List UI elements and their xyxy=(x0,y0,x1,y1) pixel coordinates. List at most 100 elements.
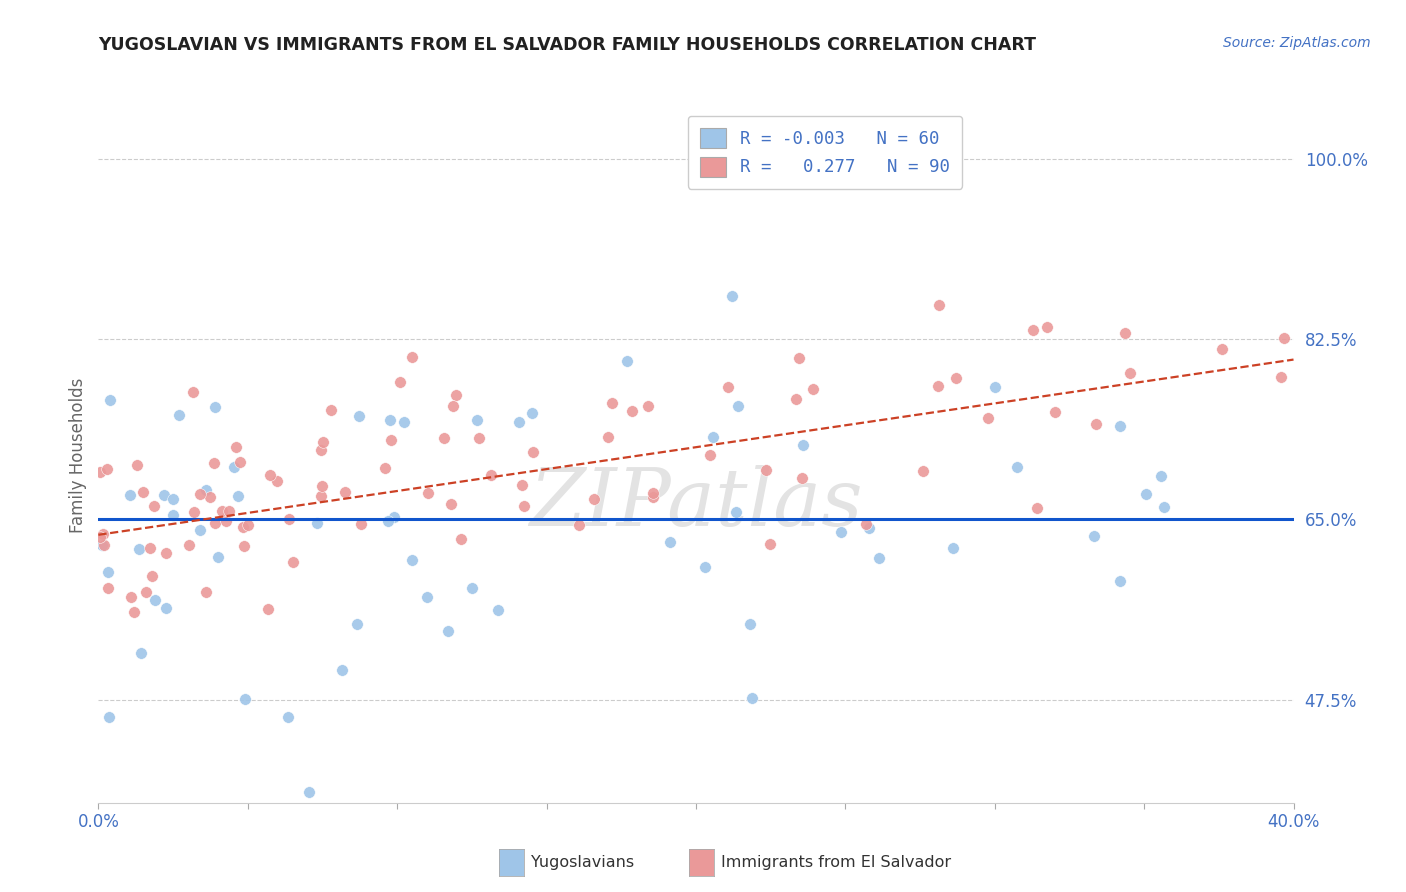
Point xyxy=(195,483,218,497)
Point xyxy=(600,396,623,410)
Point xyxy=(98,710,121,724)
Point xyxy=(215,515,238,529)
Point xyxy=(741,690,763,705)
Point xyxy=(218,504,240,518)
Point xyxy=(305,516,328,530)
Point xyxy=(444,388,467,402)
Point xyxy=(211,504,233,518)
Point xyxy=(945,370,967,384)
Point xyxy=(1153,500,1175,514)
Point xyxy=(461,581,484,595)
Point xyxy=(207,549,229,564)
Y-axis label: Family Households: Family Households xyxy=(69,377,87,533)
Point xyxy=(1150,468,1173,483)
Point xyxy=(232,539,254,553)
Point xyxy=(204,400,226,414)
Point xyxy=(347,409,370,424)
Point xyxy=(596,430,619,444)
Point xyxy=(727,399,749,413)
Point xyxy=(89,465,111,479)
Point xyxy=(942,541,965,555)
Point xyxy=(522,444,544,458)
Point xyxy=(135,585,157,599)
Text: YUGOSLAVIAN VS IMMIGRANTS FROM EL SALVADOR FAMILY HOUSEHOLDS CORRELATION CHART: YUGOSLAVIAN VS IMMIGRANTS FROM EL SALVAD… xyxy=(98,36,1036,54)
Point xyxy=(183,505,205,519)
Point xyxy=(333,484,356,499)
Point xyxy=(89,530,111,544)
Point xyxy=(479,468,502,483)
Point xyxy=(759,536,782,550)
Point xyxy=(520,406,543,420)
Point xyxy=(467,412,489,426)
Point xyxy=(433,431,456,445)
Point xyxy=(440,497,463,511)
Text: Immigrants from El Salvador: Immigrants from El Salvador xyxy=(721,855,952,870)
Point xyxy=(311,479,333,493)
Point xyxy=(195,585,218,599)
Point xyxy=(259,467,281,482)
Point xyxy=(233,692,256,706)
Point xyxy=(830,525,852,540)
Point xyxy=(388,375,411,389)
Point xyxy=(131,646,153,660)
Point xyxy=(346,617,368,632)
Point xyxy=(97,581,120,595)
Point xyxy=(257,601,280,615)
Point xyxy=(392,415,415,429)
Point xyxy=(155,546,177,560)
Point xyxy=(1085,417,1108,432)
Point xyxy=(1083,529,1105,543)
Point xyxy=(450,532,472,546)
Point xyxy=(162,508,184,522)
Point xyxy=(91,539,114,553)
Point xyxy=(232,520,254,534)
Point xyxy=(120,488,142,502)
Text: ZIPatlas: ZIPatlas xyxy=(529,465,863,542)
Point xyxy=(330,663,353,677)
Point xyxy=(510,477,533,491)
Point xyxy=(1022,322,1045,336)
Point xyxy=(1135,487,1157,501)
Point xyxy=(637,400,659,414)
Point xyxy=(621,404,644,418)
Point xyxy=(977,411,1000,425)
Point xyxy=(1005,459,1028,474)
Point xyxy=(312,435,335,450)
Point xyxy=(659,535,682,549)
Point xyxy=(224,459,246,474)
Point xyxy=(785,392,807,407)
Point xyxy=(141,569,163,583)
Point xyxy=(1114,326,1136,341)
Point xyxy=(792,438,814,452)
Point xyxy=(1272,331,1295,345)
Point xyxy=(202,456,225,470)
Point xyxy=(236,518,259,533)
Point xyxy=(162,492,184,507)
Point xyxy=(266,475,288,489)
Point xyxy=(803,383,825,397)
Point xyxy=(790,471,813,485)
Point xyxy=(616,354,638,368)
Point xyxy=(198,491,221,505)
Point xyxy=(858,521,880,535)
Point xyxy=(1036,319,1059,334)
Point xyxy=(1109,574,1132,589)
Point xyxy=(350,517,373,532)
Point xyxy=(583,491,606,506)
Point xyxy=(401,351,423,365)
Point xyxy=(93,537,115,551)
Point xyxy=(1119,366,1142,380)
Point xyxy=(225,440,247,454)
Point xyxy=(98,393,121,408)
Point xyxy=(188,486,211,500)
Point xyxy=(720,288,742,302)
Point xyxy=(309,443,332,458)
Point xyxy=(467,431,489,445)
Point xyxy=(1270,370,1292,384)
Point xyxy=(122,605,145,619)
Point xyxy=(380,413,402,427)
Point xyxy=(188,523,211,537)
Point xyxy=(91,527,114,541)
Point xyxy=(153,488,176,502)
Point xyxy=(486,602,509,616)
